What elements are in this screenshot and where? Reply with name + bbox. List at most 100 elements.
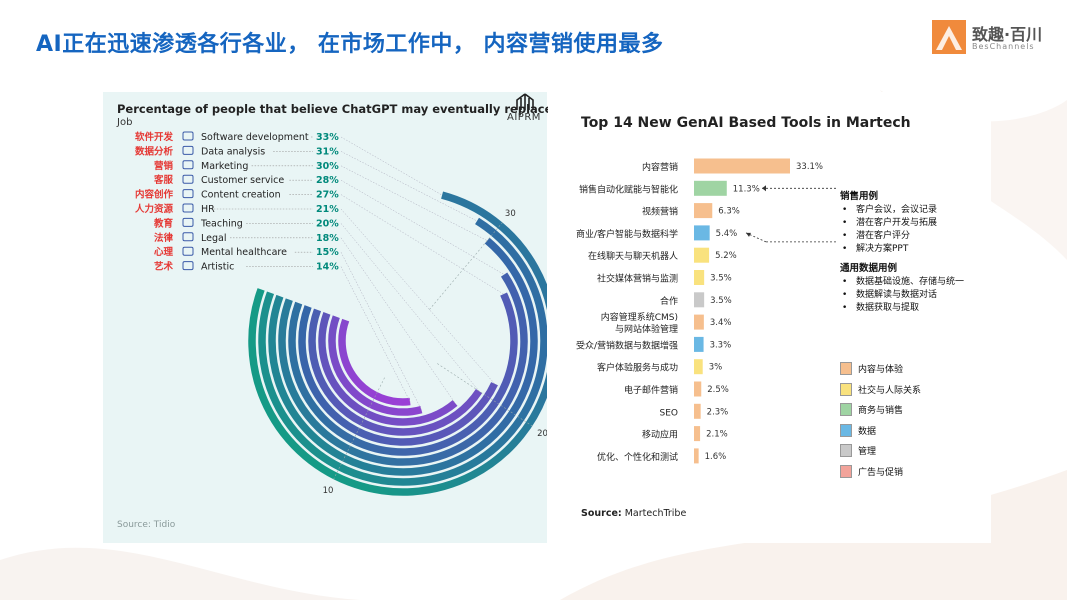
bar-value-label: 5.2%: [715, 251, 737, 261]
bar-value-label: 3.3%: [710, 340, 732, 350]
source-prefix: Source:: [581, 508, 622, 519]
data-use-case-title: 通用数据用例: [840, 263, 898, 274]
bar-category-label: 客户体验服务与成功: [597, 362, 678, 374]
bar-value-label: 6.3%: [718, 207, 740, 217]
use-case-annotations: 销售用例 客户会议，会议记录 潜在客户开发与拓展 潜在客户评分 解决方案PPT …: [840, 188, 990, 315]
sales-use-case-item: 解决方案PPT: [840, 243, 990, 256]
source-name: MartechTribe: [624, 508, 687, 519]
logo-name-en: BesChannels: [972, 42, 1035, 51]
radial-axis-tick-label: 20: [537, 429, 547, 439]
bar: [694, 270, 705, 285]
radial-bar: [318, 312, 458, 426]
legend-swatch: [840, 362, 852, 375]
bar-category-label: 商业/客户智能与数据科学: [576, 228, 678, 240]
bar-category-label: 电子邮件营销: [624, 384, 678, 396]
bar-category-label: 视频营销: [642, 206, 678, 218]
bar-category-label: 合作: [660, 295, 678, 307]
radial-row-connector: [340, 252, 422, 410]
bar: [694, 225, 710, 241]
legend-label: 商务与销售: [858, 406, 904, 416]
legend-item: 社交与人际关系: [840, 382, 922, 404]
aiprm-brand-label: AIPRM: [507, 112, 541, 123]
logo-name-cn: 致趣·百川: [972, 25, 1043, 44]
legend-label: 数据: [858, 426, 877, 437]
bar: [694, 247, 710, 263]
radial-row-connector: [340, 136, 443, 196]
bar-category-label: 移动应用: [642, 429, 678, 441]
bar: [694, 403, 701, 419]
radial-row-connector: [340, 179, 505, 275]
compass-icon: [182, 189, 194, 199]
bar: [694, 381, 702, 397]
bar: [694, 158, 790, 174]
radial-row-value: 27%: [316, 190, 339, 201]
bar-category-label: 社交媒体营销与监测: [597, 273, 678, 285]
radial-row-value: 21%: [316, 204, 339, 215]
radial-row-value: 33%: [316, 132, 339, 143]
radial-row-label-cn: 内容创作: [135, 189, 174, 201]
legend-label: 社交与人际关系: [858, 385, 922, 396]
radial-row-value: 28%: [316, 175, 339, 186]
radial-row-category: Legal: [201, 233, 226, 244]
radial-bar: [258, 217, 547, 486]
radial-row-label-cn: 艺术: [154, 261, 174, 273]
radial-row-label-cn: 法律: [154, 232, 174, 244]
legend-item: 商务与销售: [840, 403, 921, 424]
annotation-arrow-icon: [762, 185, 766, 192]
annotation-arrow-icon: [746, 232, 751, 237]
radial-row-value: 20%: [316, 218, 339, 229]
radial-row-category: Customer service: [201, 175, 284, 186]
radial-row-connector: [340, 208, 495, 384]
bar-value-label: 3.5%: [710, 274, 732, 284]
person-icon: [182, 203, 194, 213]
radial-row-category: Software development: [201, 132, 309, 143]
bar-value-label: 3%: [709, 363, 723, 373]
legend-label: 内容与体验: [858, 365, 904, 375]
bar-category-label: 在线聊天与聊天机器人: [588, 250, 678, 262]
radial-row-category: Mental healthcare: [201, 247, 287, 258]
aiprm-logo-icon: [516, 93, 534, 110]
bar-category-label: 内容管理系统CMS): [601, 311, 678, 323]
radial-bar: [328, 315, 423, 416]
radial-gridline: [428, 222, 503, 311]
horizontal-bar-chart: 内容营销 33.1% 销售自动化赋能与智能化 11.3% 视频营销 6.3% 商业/客户智能…: [576, 158, 838, 464]
radial-axis-tick-label: 10: [323, 486, 334, 496]
legend-item: 数据: [840, 423, 921, 445]
bar-value-label: 2.3%: [707, 407, 729, 417]
bar-value-label: 2.5%: [707, 385, 729, 395]
radial-row-category: Teaching: [200, 218, 243, 229]
bar-value-label: 11.3%: [733, 184, 760, 194]
radial-row-value: 15%: [316, 247, 339, 258]
sales-use-case-item: 潜在客户评分: [840, 230, 990, 243]
data-use-case-item: 数据获取与提取: [840, 302, 990, 315]
sales-use-case-item: 潜在客户开发与拓展: [840, 217, 990, 230]
bar-category-label: SEO: [660, 408, 678, 418]
radial-row-value: 31%: [316, 146, 339, 157]
bar-category-label: 受众/营销数据与数据增强: [576, 339, 678, 351]
radial-row-label-cn: 数据分析: [134, 145, 174, 157]
legend-item: 内容与体验: [840, 362, 921, 383]
company-logo: 致趣·百川 BesChannels: [932, 20, 1044, 56]
image-icon: [182, 261, 194, 271]
bar: [694, 314, 704, 330]
radial-row-label-cn: 软件开发: [135, 131, 174, 143]
legend-swatch: [840, 464, 852, 478]
radial-axis-tick-label: 30: [505, 209, 516, 219]
radial-chart-panel: 10 20 30 软件开发 Software development 33% 数据分析 Dat…: [103, 92, 605, 543]
bar: [694, 180, 727, 196]
chat-bubbles-icon: [182, 246, 194, 256]
data-use-case-item: 数据解读与数据对话: [840, 289, 990, 302]
radial-row-category: Marketing: [201, 161, 248, 172]
radial-row-category: Data analysis: [201, 146, 265, 157]
bar: [694, 336, 704, 352]
radial-bar: [298, 305, 498, 446]
bar: [694, 292, 705, 308]
sales-use-case-item: 客户会议，会议记录: [840, 204, 990, 217]
radial-row-connector: [340, 237, 456, 404]
radial-row-label-cn: 客服: [153, 174, 174, 186]
radial-row-label-cn: 心理: [154, 247, 174, 258]
radial-gridline: [333, 376, 386, 480]
radial-bar: [278, 272, 528, 466]
bar-category-label: 优化、个性化和测试: [597, 451, 678, 463]
legend-swatch: [840, 403, 852, 416]
